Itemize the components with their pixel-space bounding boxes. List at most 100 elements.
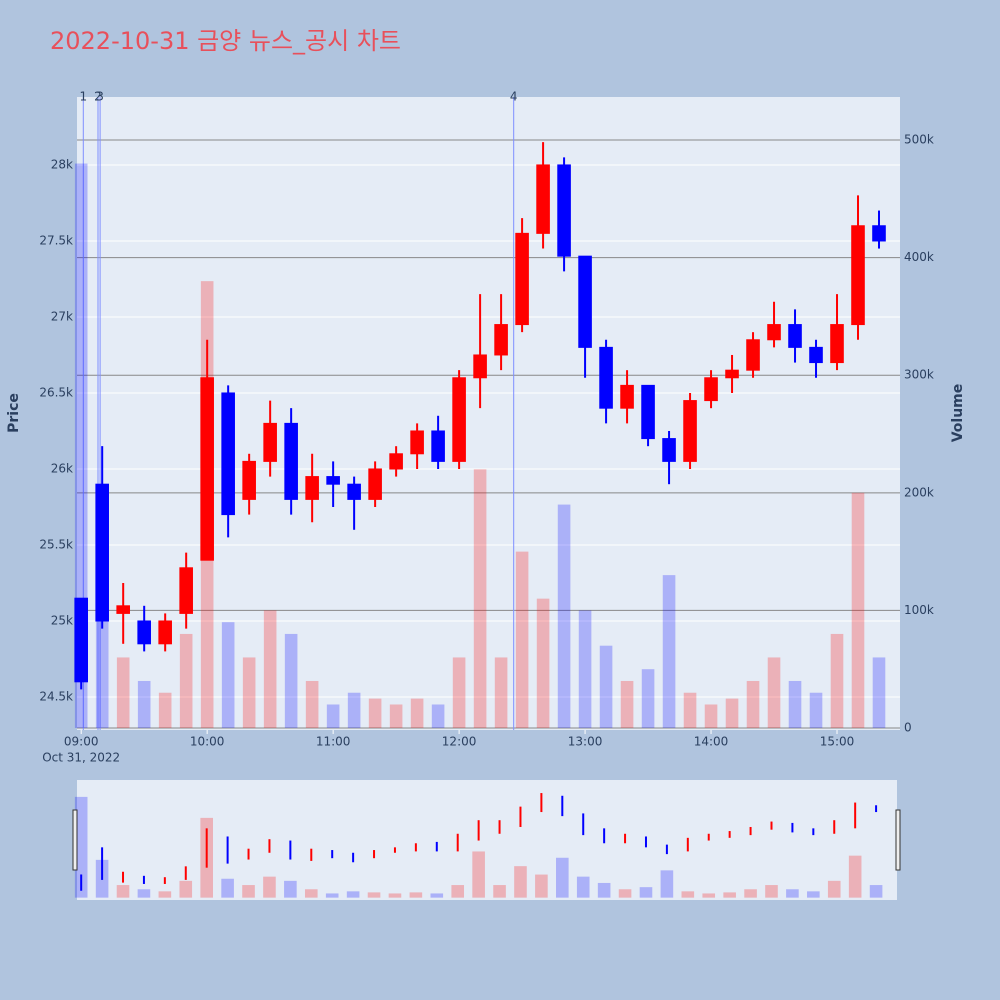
slider-volume-bar — [556, 857, 569, 898]
range-slider[interactable] — [77, 780, 897, 900]
volume-bar — [473, 469, 487, 729]
candle-body — [158, 620, 172, 645]
candle-body — [872, 225, 886, 242]
y-tick-label: 25.5k — [39, 537, 73, 551]
slider-volume-bar — [472, 851, 485, 898]
candle-body — [284, 422, 298, 500]
volume-bar — [536, 598, 550, 729]
y2-tick-label: 400k — [904, 250, 934, 264]
y-tick-label: 24.5k — [39, 690, 73, 704]
volume-bar — [179, 633, 193, 729]
volume-bar — [389, 704, 403, 729]
volume-bar — [557, 504, 571, 729]
volume-bar — [683, 692, 697, 729]
y2-tick-label: 0 — [904, 721, 912, 735]
volume-bar — [851, 492, 865, 729]
volume-bar — [137, 680, 151, 729]
volume-bar — [767, 657, 781, 729]
candle-body — [452, 377, 466, 462]
slider-volume-bar — [786, 889, 799, 898]
volume-bar — [347, 692, 361, 729]
volume-bar — [74, 163, 88, 729]
candle-body — [116, 605, 130, 614]
x-tick-label: 09:00 — [64, 735, 99, 749]
volume-bar — [410, 698, 424, 729]
candle-body — [578, 255, 592, 348]
slider-volume-bar — [430, 893, 444, 898]
event-label: 2 — [94, 90, 102, 104]
candle-body — [746, 339, 760, 371]
slider-volume-bar — [535, 874, 548, 898]
slider-volume-bar — [325, 893, 339, 898]
volume-bar — [305, 680, 319, 729]
x-date-label: Oct 31, 2022 — [42, 751, 120, 765]
candle-body — [809, 346, 823, 364]
slider-volume-bar — [807, 891, 820, 898]
slider-volume-bar — [639, 887, 653, 898]
slider-handle-right[interactable] — [895, 809, 901, 871]
volume-bar — [368, 698, 382, 729]
volume-bar — [620, 680, 634, 729]
volume-bar — [809, 692, 823, 729]
candle-body — [242, 460, 256, 500]
slider-volume-bar — [765, 885, 778, 898]
candle-body — [137, 620, 151, 645]
candle-body — [683, 400, 697, 462]
volume-bar — [788, 680, 802, 729]
x-tick-label: 14:00 — [694, 735, 729, 749]
slider-volume-bar — [242, 885, 255, 898]
candle-body — [515, 232, 529, 326]
candle-body — [263, 422, 277, 462]
candle-body — [410, 430, 424, 455]
plot-area — [77, 97, 900, 730]
y-tick-label: 27k — [51, 309, 73, 323]
candle-body — [347, 483, 361, 500]
volume-bar — [494, 657, 508, 729]
slider-volume-bar — [848, 855, 862, 898]
slider-volume-bar — [367, 892, 381, 898]
volume-bar — [242, 657, 256, 729]
candle-body — [389, 453, 403, 470]
slider-volume-bar — [409, 892, 423, 898]
slider-volume-bar — [869, 885, 883, 898]
slider-volume-bar — [388, 893, 402, 898]
slider-volume-bar — [346, 891, 360, 898]
slider-volume-bar — [304, 889, 318, 898]
slider-volume-bar — [597, 882, 611, 898]
volume-bar — [284, 633, 298, 729]
candle-body — [326, 476, 340, 485]
volume-bar — [452, 657, 466, 729]
candle-body — [662, 438, 676, 462]
chart-title: 2022-10-31 금양 뉴스_공시 차트 — [50, 27, 401, 55]
candle-body — [851, 225, 865, 326]
y2-tick-label: 500k — [904, 133, 934, 147]
y-tick-label: 28k — [51, 157, 73, 171]
candle-body — [599, 346, 613, 409]
candle-body — [830, 324, 844, 364]
slider-volume-bar — [514, 866, 527, 898]
volume-bar — [431, 704, 445, 729]
volume-bar — [872, 657, 886, 729]
slider-volume-bar — [576, 876, 590, 898]
candle-body — [473, 354, 487, 379]
slider-handle-left[interactable] — [72, 809, 78, 871]
candle-body — [431, 430, 445, 462]
x-tick-label: 11:00 — [316, 735, 351, 749]
slider-volume-bar — [451, 885, 465, 898]
volume-bar — [326, 704, 340, 729]
slider-volume-bar — [158, 891, 172, 898]
volume-bar — [641, 669, 655, 729]
candle-body — [494, 324, 508, 356]
y-tick-label: 26k — [51, 461, 73, 475]
candle-body — [704, 377, 718, 402]
candle-body — [95, 483, 109, 622]
slider-volume-bar — [284, 880, 297, 898]
slider-volume-bar — [137, 889, 151, 898]
volume-bar — [599, 645, 613, 729]
candle-body — [221, 392, 235, 516]
slider-volume-bar — [618, 889, 632, 898]
slider-volume-bar — [827, 880, 841, 898]
event-label: 3 — [96, 90, 104, 104]
